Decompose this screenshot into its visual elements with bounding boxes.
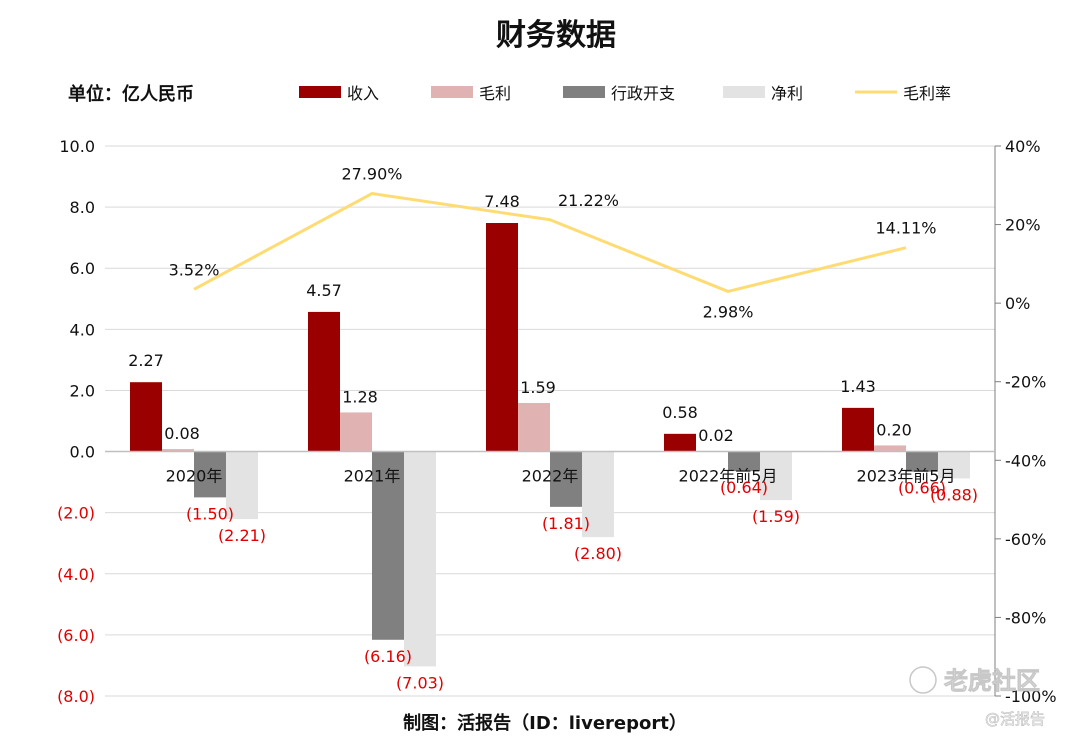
y-left-tick: 8.0 — [70, 198, 95, 217]
y-left-tick: (6.0) — [57, 626, 95, 645]
data-label-1-3: 0.02 — [698, 426, 734, 445]
bar-0-4 — [842, 407, 874, 452]
y-right-tick: 0% — [1005, 294, 1030, 313]
bars — [130, 223, 970, 667]
bar-0-3 — [664, 433, 696, 452]
bar-3-0 — [226, 451, 258, 520]
legend-swatch-0 — [299, 86, 341, 98]
bar-0-1 — [308, 311, 340, 452]
footer-credit: 制图：活报告（ID：livereport） — [403, 712, 687, 734]
right-axis: 40% 20% 0% -20% -40% -60% -80% -100% — [994, 137, 1057, 706]
legend-swatch-2 — [563, 86, 605, 98]
data-label-3-3: (1.59) — [752, 507, 800, 526]
legend: 收入 毛利 行政开支 净利 毛利率 — [299, 84, 951, 103]
category-label-0: 2020年 — [166, 467, 223, 486]
data-label-1-1: 1.28 — [342, 387, 378, 406]
y-left-tick: (2.0) — [57, 504, 95, 523]
data-label-2-3: (0.64) — [720, 478, 768, 497]
line-label-4: 14.11% — [875, 219, 936, 238]
line-label-2: 21.22% — [558, 191, 619, 210]
legend-label-3: 净利 — [771, 84, 803, 103]
y-right-tick: -100% — [1005, 687, 1057, 706]
bar-1-0 — [162, 449, 194, 452]
category-label-4: 2023年前5月 — [857, 467, 956, 486]
watermark-handle: @活报告 — [985, 710, 1045, 728]
chart-title: 财务数据 — [496, 18, 616, 53]
watermark-logo-icon — [909, 666, 937, 694]
left-axis: 10.0 8.0 6.0 4.0 2.0 0.0 (2.0) (4.0) (6.0) (8.0) — [57, 137, 95, 706]
legend-label-0: 收入 — [347, 84, 379, 103]
line-label-0: 3.52% — [169, 260, 220, 279]
data-label-1-0: 0.08 — [164, 424, 200, 443]
data-label-3-4: (0.88) — [930, 485, 978, 504]
y-left-tick: 2.0 — [70, 381, 95, 400]
data-label-2-1: (6.16) — [364, 647, 412, 666]
bar-3-3 — [760, 451, 792, 501]
legend-label-4: 毛利率 — [903, 84, 951, 103]
data-label-0-3: 0.58 — [662, 403, 698, 422]
y-right-tick: -20% — [1005, 373, 1046, 392]
data-label-1-2: 1.59 — [520, 378, 556, 397]
data-label-0-4: 1.43 — [840, 377, 876, 396]
bar-2-3 — [728, 451, 760, 472]
watermark-brand: 老虎社区 — [944, 667, 1040, 695]
bar-2-1 — [372, 451, 404, 640]
data-label-3-2: (2.80) — [574, 544, 622, 563]
data-label-2-4: (0.66) — [898, 479, 946, 498]
bar-0-2 — [486, 223, 518, 452]
y-left-tick: (8.0) — [57, 687, 95, 706]
category-label-1: 2021年 — [344, 467, 401, 486]
y-left-tick: 6.0 — [70, 259, 95, 278]
bar-3-4 — [938, 451, 970, 479]
bar-0-0 — [130, 382, 162, 452]
bar-3-2 — [582, 451, 614, 538]
y-left-tick: (4.0) — [57, 565, 95, 584]
legend-label-2: 行政开支 — [611, 84, 675, 103]
y-right-tick: -60% — [1005, 530, 1046, 549]
bar-2-4 — [906, 451, 938, 472]
y-left-tick: 10.0 — [59, 137, 95, 156]
legend-swatch-3 — [723, 86, 765, 98]
y-left-tick: 4.0 — [70, 320, 95, 339]
data-label-0-0: 2.27 — [128, 351, 164, 370]
bar-2-0 — [194, 451, 226, 498]
category-label-3: 2022年前5月 — [679, 467, 778, 486]
bar-1-4 — [874, 445, 906, 452]
y-right-tick: 20% — [1005, 216, 1041, 235]
category-labels: 2020年 2021年 2022年 2022年前5月 2023年前5月 — [166, 467, 956, 486]
bar-1-1 — [340, 412, 372, 452]
data-label-1-4: 0.20 — [876, 420, 912, 439]
data-labels: 2.27 0.08 (1.50) (2.21) 4.57 1.28 (6.16) (7.03)… — [128, 165, 978, 693]
y-left-tick: 0.0 — [70, 443, 95, 462]
data-label-3-0: (2.21) — [218, 526, 266, 545]
data-label-0-2: 7.48 — [484, 192, 520, 211]
category-label-2: 2022年 — [522, 467, 579, 486]
legend-label-1: 毛利 — [479, 84, 511, 103]
y-right-tick: -40% — [1005, 451, 1046, 470]
y-right-tick: -80% — [1005, 608, 1046, 627]
data-label-2-0: (1.50) — [186, 504, 234, 523]
gross-margin-polyline — [193, 192, 907, 293]
data-label-3-1: (7.03) — [396, 673, 444, 692]
data-label-2-2: (1.81) — [542, 514, 590, 533]
unit-label: 单位：亿人民币 — [68, 83, 194, 105]
bar-2-2 — [550, 451, 582, 507]
bar-1-2 — [518, 402, 550, 452]
bar-3-1 — [404, 451, 436, 667]
legend-swatch-1 — [431, 86, 473, 98]
line-label-3: 2.98% — [703, 302, 754, 321]
line-label-1: 27.90% — [341, 165, 402, 184]
watermark: 老虎社区 @活报告 — [909, 666, 1045, 728]
data-label-0-1: 4.57 — [306, 281, 342, 300]
gross-margin-line — [193, 192, 907, 293]
y-right-tick: 40% — [1005, 137, 1041, 156]
